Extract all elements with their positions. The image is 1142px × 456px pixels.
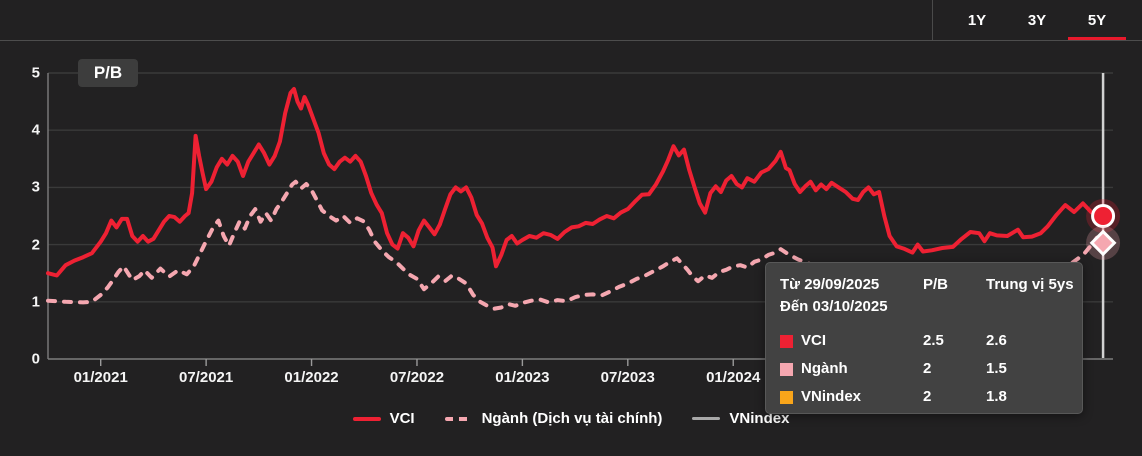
y-axis-label: 1 — [31, 293, 40, 311]
y-axis-label: 4 — [31, 121, 40, 139]
tooltip-pb-vnindex: 2 — [923, 388, 932, 405]
tooltip-pb-vci: 2.5 — [923, 332, 944, 349]
range-button-3y[interactable]: 3Y — [1007, 0, 1067, 40]
legend-label-vci: VCI — [389, 410, 415, 427]
range-label-5y: 5Y — [1087, 11, 1107, 29]
x-axis-label: 07/2023 — [600, 369, 655, 386]
tooltip-pb-nganh: 2 — [923, 360, 932, 377]
tooltip-name-nganh: Ngành — [801, 360, 848, 377]
range-button-5y[interactable]: 5Y — [1067, 0, 1127, 40]
tooltip-median-vci: 2.6 — [986, 332, 1007, 349]
x-axis-label: 01/2021 — [73, 369, 128, 386]
legend-item-vci[interactable]: VCI — [352, 410, 415, 427]
legend-label-vnindex: VNindex — [729, 410, 790, 427]
tooltip-name-vnindex: VNindex — [801, 388, 862, 405]
range-buttons: 1Y 3Y 5Y — [947, 0, 1127, 40]
range-button-1y[interactable]: 1Y — [947, 0, 1007, 40]
vci-line-swatch — [352, 416, 381, 421]
range-label-3y: 3Y — [1027, 11, 1047, 29]
x-axis-label: 01/2023 — [495, 369, 550, 386]
tooltip-median-vnindex: 1.8 — [986, 388, 1007, 405]
topbar-divider — [932, 0, 933, 40]
tooltip-name-vci: VCI — [801, 332, 827, 349]
tooltip-median-nganh: 1.5 — [986, 360, 1007, 377]
tooltip-date-to: Đến 03/10/2025 — [780, 298, 888, 315]
vnindex-line-swatch — [692, 417, 721, 420]
active-range-underline — [1068, 37, 1126, 40]
y-axis-label: 2 — [31, 236, 40, 254]
chart-title-badge: P/B — [78, 59, 138, 87]
tooltip-swatch-nganh — [780, 362, 793, 376]
x-axis-label: 01/2024 — [706, 369, 761, 386]
y-axis-label: 0 — [31, 350, 40, 368]
chart-tooltip: Từ 29/09/2025 P/B Trung vị 5ys Đến 03/10… — [765, 262, 1083, 414]
chart-legend: VCI Ngành (Dịch vụ tài chính) VNindex — [0, 410, 1142, 427]
legend-item-nganh[interactable]: Ngành (Dịch vụ tài chính) — [444, 410, 663, 427]
x-axis-label: 07/2021 — [179, 369, 234, 386]
range-label-1y: 1Y — [967, 11, 987, 29]
tooltip-swatch-vnindex — [780, 390, 793, 404]
nganh-dashed-line-swatch — [444, 416, 473, 421]
x-axis-label: 01/2022 — [284, 369, 339, 386]
tooltip-col-median: Trung vị 5ys — [986, 276, 1074, 293]
legend-item-vnindex[interactable]: VNindex — [692, 410, 789, 427]
x-axis-label: 07/2022 — [389, 369, 445, 386]
legend-label-nganh: Ngành (Dịch vụ tài chính) — [481, 410, 663, 427]
tooltip-col-pb: P/B — [923, 276, 949, 293]
time-range-bar: 1Y 3Y 5Y — [0, 0, 1142, 41]
tooltip-date-from: Từ 29/09/2025 — [780, 276, 880, 293]
y-axis-label: 3 — [31, 178, 40, 196]
tooltip-swatch-vci — [780, 334, 793, 348]
y-axis-label: 5 — [31, 64, 40, 82]
